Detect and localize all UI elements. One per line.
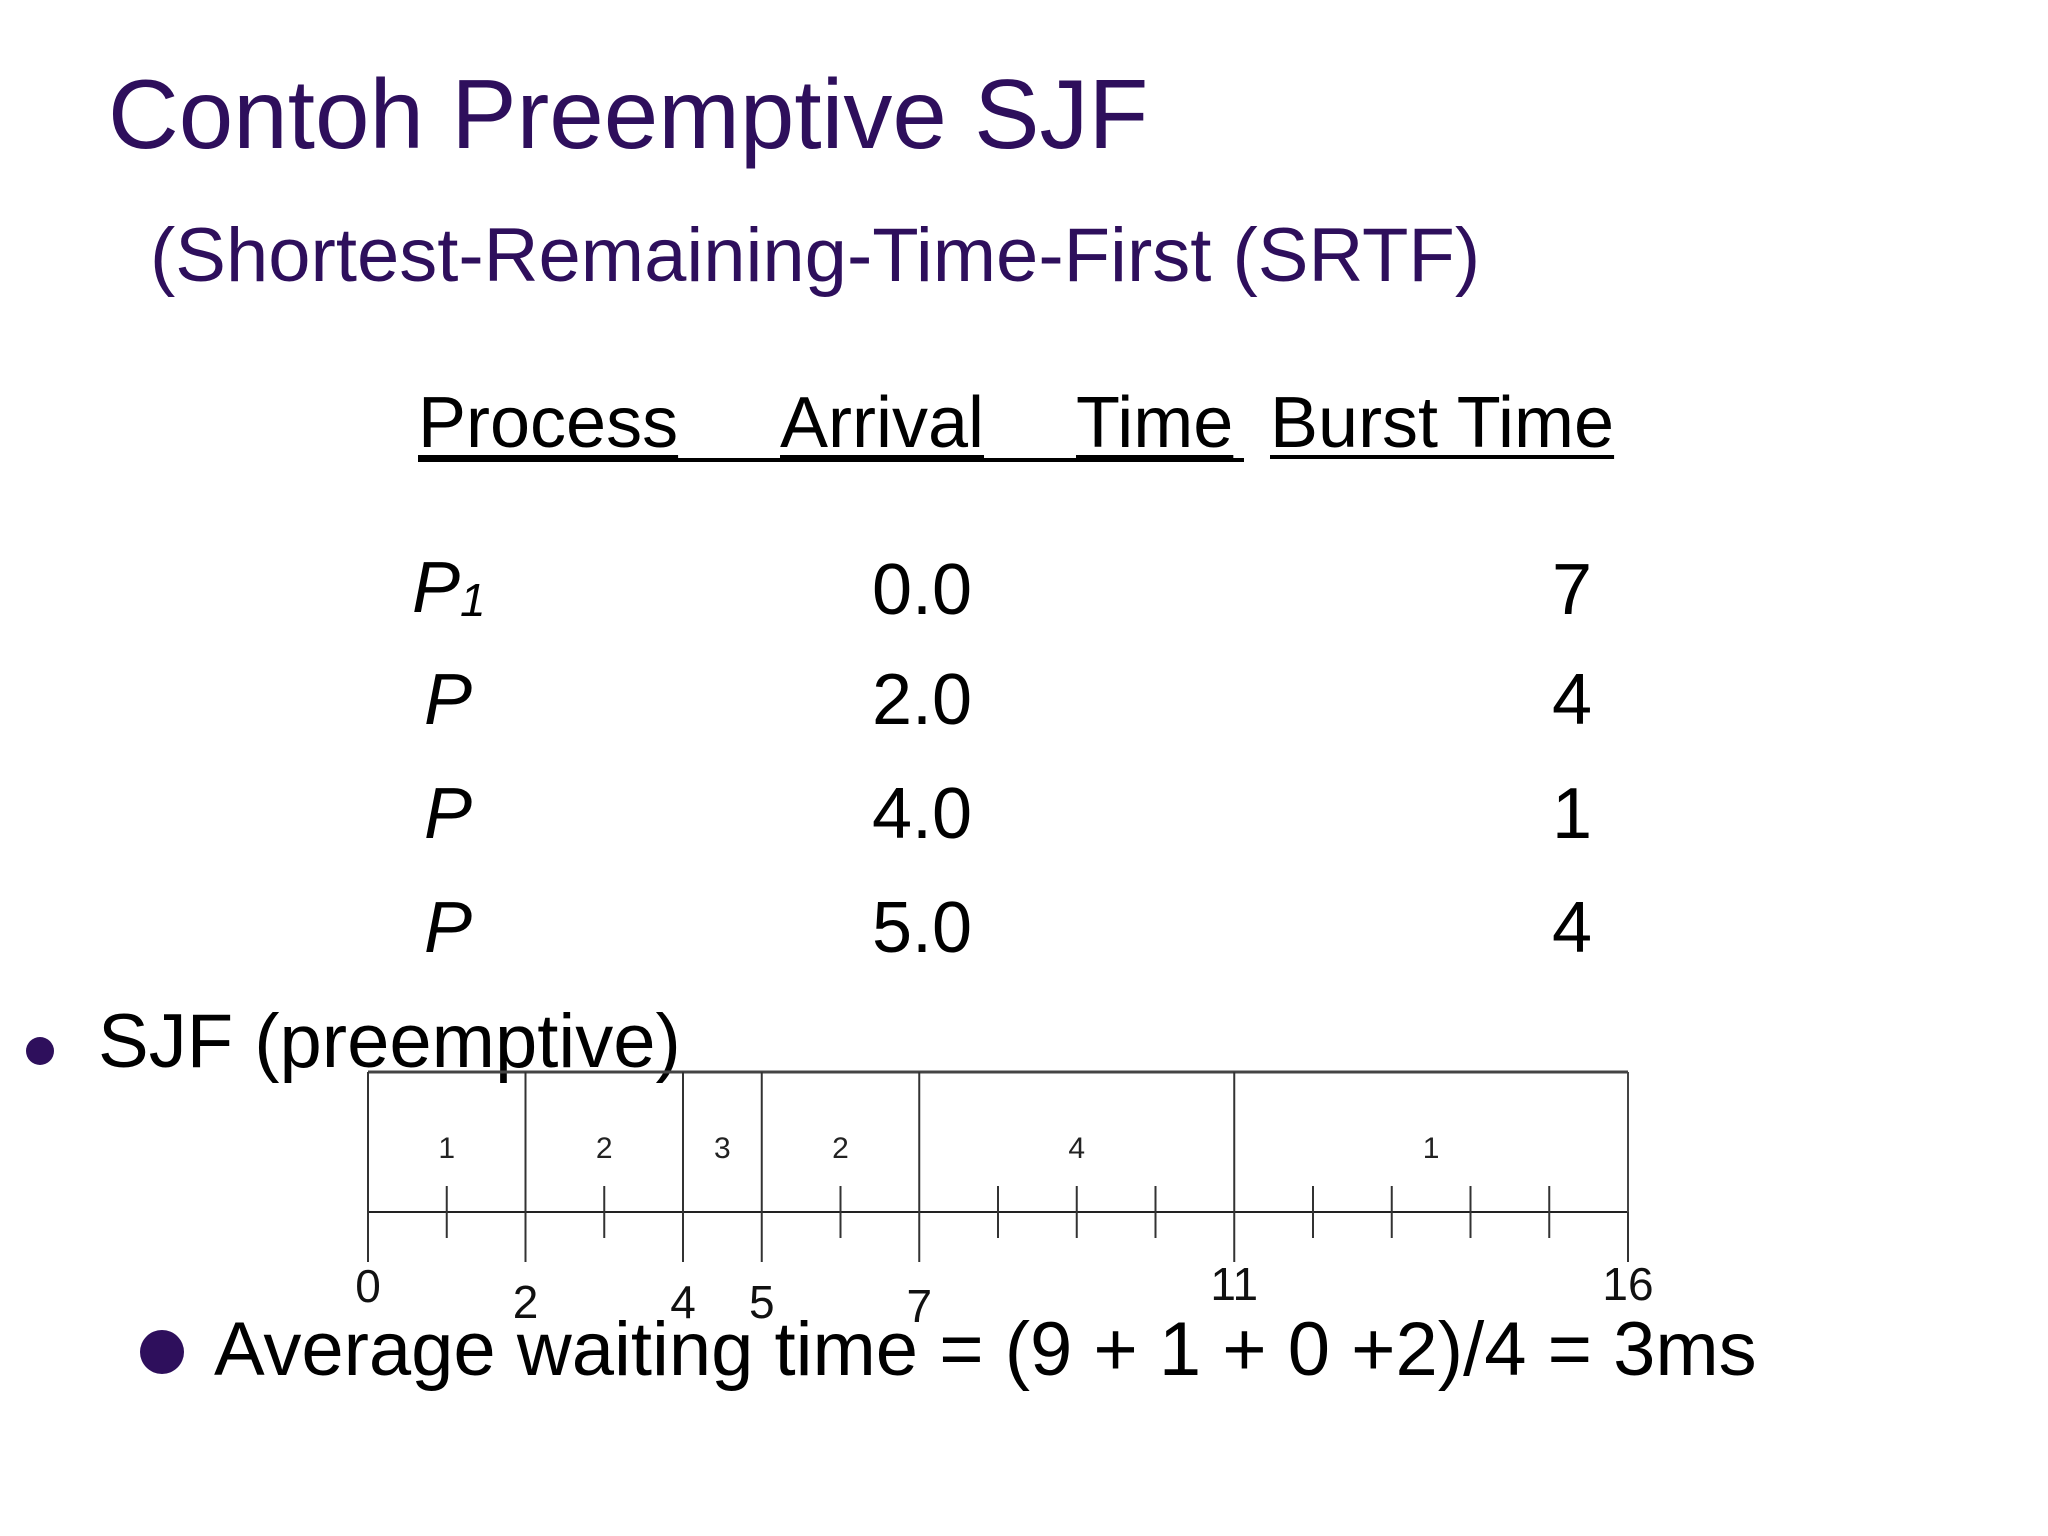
gantt-time-label-4: 4: [670, 1276, 696, 1328]
row-3-process: P: [424, 774, 473, 854]
row-4-arrival: 5.0: [872, 888, 973, 968]
gantt-segment-label-5: 4: [1068, 1132, 1085, 1165]
schedule-label: SJF (preemptive): [98, 999, 681, 1084]
header-time: Time: [1076, 383, 1234, 463]
row-1-arrival: 0.0: [872, 550, 973, 630]
average-waiting-time: Average waiting time = (9 + 1 + 0 +2)/4 …: [214, 1307, 1757, 1392]
gantt-segment-label-6: 1: [1423, 1132, 1440, 1165]
row-4-burst: 4: [1552, 888, 1593, 968]
gantt-segment-label-3: 3: [714, 1132, 731, 1165]
gantt-segment-label-4: 2: [832, 1132, 849, 1165]
gantt-segment-label-1: 1: [438, 1132, 455, 1165]
header-process: Process: [418, 383, 679, 463]
gantt-time-label-16: 16: [1602, 1258, 1653, 1310]
bullet-dot-2: [140, 1330, 184, 1374]
row-3-arrival: 4.0: [872, 774, 973, 854]
bullet-dot-1: [26, 1037, 54, 1065]
slide-title: Contoh Preemptive SJF: [108, 59, 1149, 169]
header-arrival: Arrival: [780, 383, 985, 463]
gantt-chart: 1 2 3 2 4 1 0 2 4 5 7 11 16: [355, 1070, 1654, 1332]
gantt-time-label-0: 0: [355, 1260, 381, 1312]
gantt-time-label-2: 2: [513, 1276, 539, 1328]
row-2-burst: 4: [1552, 660, 1593, 740]
gantt-time-label-7: 7: [906, 1280, 932, 1332]
slide-subtitle: (Shortest-Remaining-Time-First (SRTF): [150, 213, 1481, 298]
row-1-process: P1: [412, 548, 486, 628]
row-4-process: P: [424, 888, 473, 968]
gantt-segment-label-2: 2: [596, 1132, 613, 1165]
gantt-time-label-11: 11: [1210, 1258, 1258, 1310]
row-2-arrival: 2.0: [872, 660, 973, 740]
gantt-time-label-5: 5: [749, 1276, 775, 1328]
row-3-burst: 1: [1552, 774, 1593, 854]
header-burst-time: Burst Time: [1270, 383, 1615, 463]
header-underline: [418, 458, 1244, 462]
row-2-process: P: [424, 660, 473, 740]
row-1-burst: 7: [1552, 550, 1593, 630]
